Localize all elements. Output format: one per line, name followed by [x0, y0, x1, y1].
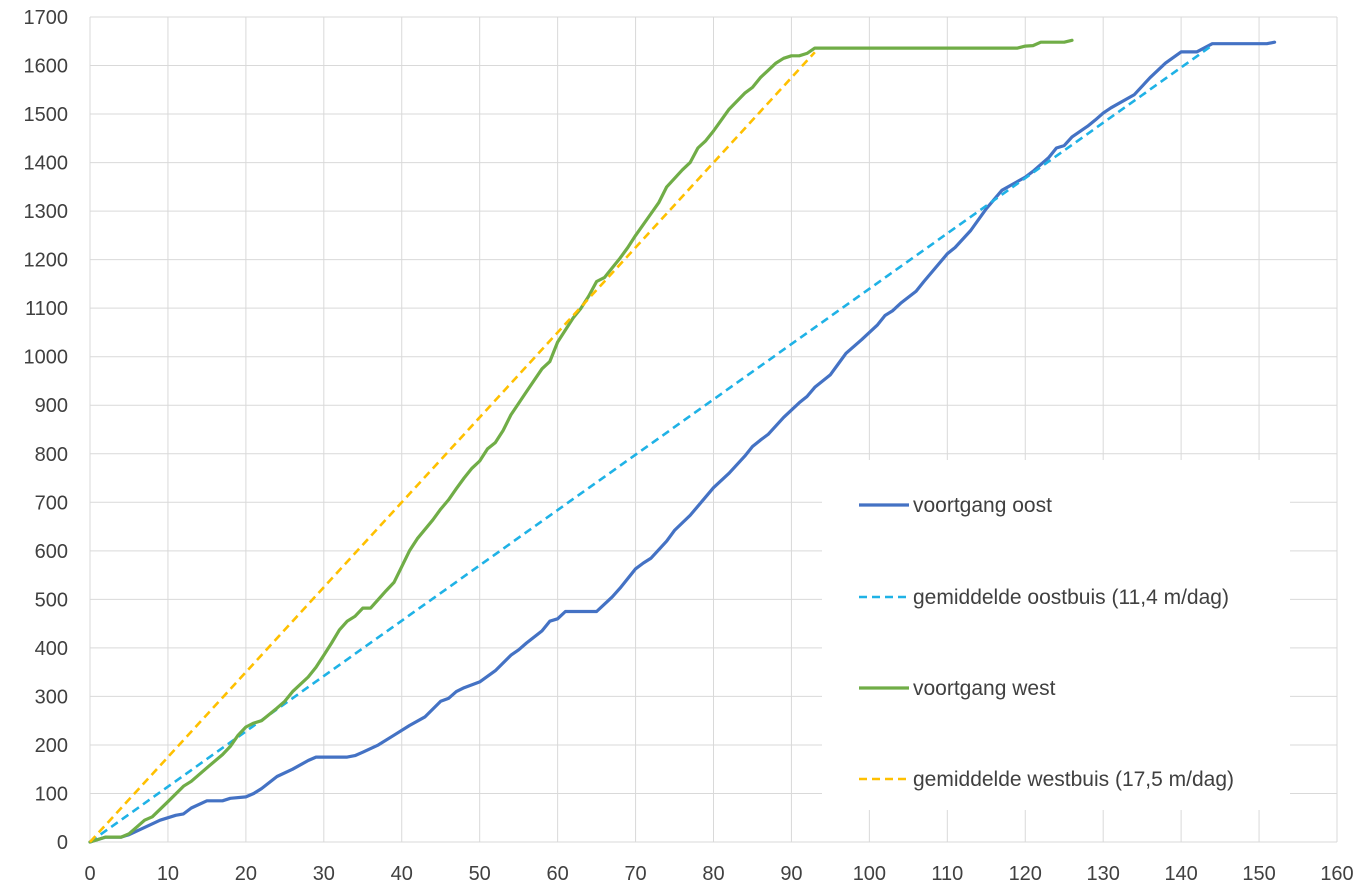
y-tick-label: 1700	[24, 7, 69, 29]
series-line-2	[88, 38, 1074, 844]
y-tick-label: 1100	[25, 298, 68, 320]
series-line-3	[89, 51, 816, 843]
y-tick-label: 100	[35, 783, 68, 805]
x-axis-ticks: 0 10 20 30 40 50 60 70 80 90 100 110 120 130 140 150 160	[84, 863, 1353, 885]
y-tick-label: 800	[35, 444, 68, 466]
x-tick-label: 80	[702, 863, 724, 885]
y-tick-label: 1200	[24, 250, 69, 272]
legend-label-3: gemiddelde westbuis (17,5 m/dag)	[913, 768, 1234, 791]
x-tick-label: 10	[157, 863, 179, 885]
x-tick-label: 0	[84, 863, 95, 885]
x-tick-label: 120	[1009, 863, 1042, 885]
y-tick-label: 1600	[24, 56, 69, 78]
x-tick-label: 60	[547, 863, 569, 885]
x-tick-label: 30	[313, 863, 335, 885]
x-tick-label: 130	[1087, 863, 1120, 885]
legend-label-2: voortgang west	[913, 677, 1056, 700]
x-tick-label: 40	[391, 863, 413, 885]
series-layer	[88, 38, 1277, 844]
x-tick-label: 70	[624, 863, 646, 885]
legend-label-0: voortgang oost	[913, 494, 1052, 517]
y-tick-label: 0	[57, 832, 68, 854]
series-line-0	[88, 40, 1277, 844]
y-axis-ticks: 0 100 200 300 400 500 600 700 800 900 1000 1100 1200…	[24, 7, 69, 854]
y-tick-label: 300	[35, 686, 68, 708]
x-tick-label: 20	[235, 863, 257, 885]
legend-box	[822, 460, 1290, 810]
x-tick-label: 140	[1164, 863, 1197, 885]
y-tick-label: 1400	[24, 153, 69, 175]
y-tick-label: 600	[35, 541, 68, 563]
x-tick-label: 160	[1320, 863, 1353, 885]
legend: voortgang oost gemiddelde oostbuis (11,4 …	[822, 460, 1290, 810]
y-tick-label: 200	[35, 735, 68, 757]
y-tick-label: 1000	[24, 347, 69, 369]
y-tick-label: 1300	[24, 201, 69, 223]
x-tick-label: 100	[853, 863, 886, 885]
y-tick-label: 1500	[24, 104, 69, 126]
y-tick-label: 400	[35, 638, 68, 660]
x-tick-label: 150	[1242, 863, 1275, 885]
series-line-1	[89, 44, 1214, 844]
y-tick-label: 500	[35, 589, 68, 611]
legend-label-1: gemiddelde oostbuis (11,4 m/dag)	[913, 586, 1229, 609]
x-tick-label: 90	[780, 863, 802, 885]
y-tick-label: 900	[35, 395, 68, 417]
x-tick-label: 50	[469, 863, 491, 885]
x-tick-label: 110	[931, 863, 963, 885]
y-tick-label: 700	[35, 492, 68, 514]
